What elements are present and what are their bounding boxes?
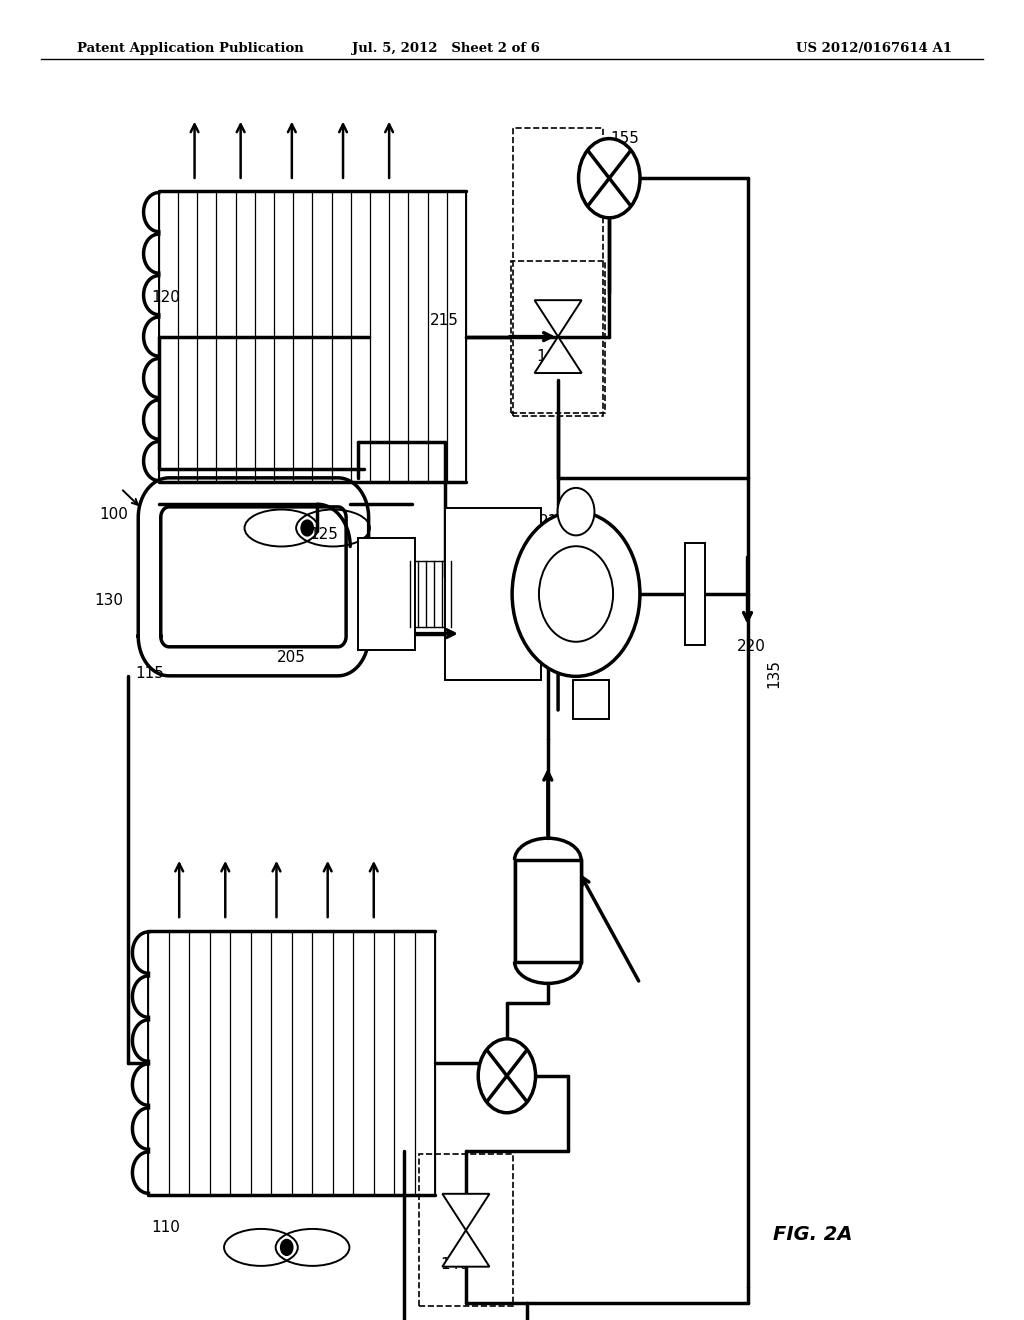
Circle shape [579,139,640,218]
Text: 145: 145 [537,348,565,364]
Bar [445,508,541,680]
Polygon shape [535,337,582,374]
Circle shape [281,1239,293,1255]
Text: 125: 125 [309,527,338,543]
Text: 120: 120 [152,289,180,305]
Bar [159,191,466,482]
Text: 135: 135 [766,659,781,688]
Text: Patent Application Publication: Patent Application Publication [77,42,303,55]
Text: 115: 115 [135,665,164,681]
Circle shape [539,546,613,642]
Circle shape [478,1039,536,1113]
Text: 160: 160 [530,906,559,921]
Text: 100: 100 [99,507,128,523]
Text: 105: 105 [553,642,582,657]
Text: 140: 140 [440,1257,469,1272]
Text: 155: 155 [610,131,639,147]
Text: FIG. 2A: FIG. 2A [773,1225,853,1243]
Bar [511,261,605,412]
Circle shape [301,520,313,536]
Bar [148,931,435,1195]
Bar [573,680,609,719]
Text: Jul. 5, 2012   Sheet 2 of 6: Jul. 5, 2012 Sheet 2 of 6 [351,42,540,55]
Bar [419,1154,513,1307]
Text: 130: 130 [94,593,123,609]
Bar [515,861,582,961]
Text: US 2012/0167614 A1: US 2012/0167614 A1 [797,42,952,55]
Text: 210: 210 [539,513,567,529]
Circle shape [512,512,640,676]
Text: 205: 205 [276,649,305,665]
Circle shape [558,488,595,536]
Bar [685,543,706,645]
Polygon shape [442,1193,489,1230]
Bar [513,128,603,416]
Text: 220: 220 [737,639,766,655]
Bar [358,539,415,649]
Polygon shape [442,1230,489,1267]
Polygon shape [535,300,582,337]
Text: 150: 150 [496,1084,524,1100]
Text: 110: 110 [152,1220,180,1236]
Text: 215: 215 [430,313,459,329]
